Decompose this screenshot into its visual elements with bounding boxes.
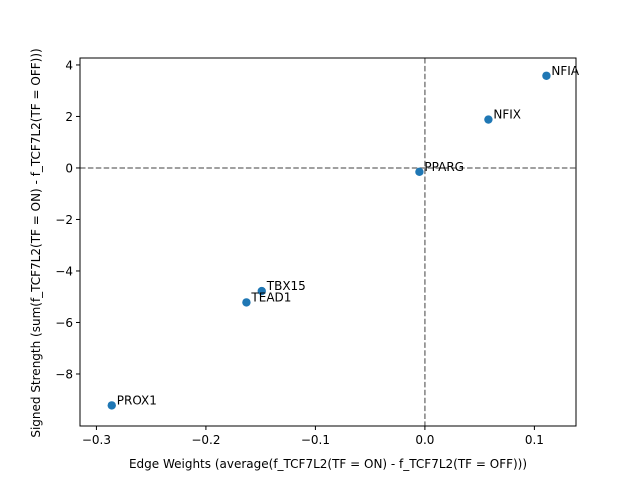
y-tick-label: −6	[55, 316, 73, 330]
x-tick-label: 0.0	[415, 433, 434, 447]
data-point	[415, 167, 424, 177]
y-tick-label: −8	[55, 367, 73, 381]
data-point	[484, 115, 493, 124]
y-axis-ticks: −8 −6 −4 −2 0 2 4	[55, 58, 80, 381]
data-point	[542, 71, 551, 80]
point-label: PROX1	[117, 393, 157, 407]
x-tick-label: −0.3	[82, 433, 111, 447]
plot-frame	[79, 57, 577, 427]
y-tick-label: 4	[65, 58, 73, 72]
point-label: TBX15	[266, 279, 306, 293]
y-tick-label: 0	[65, 161, 73, 175]
point-label: PPARG	[424, 160, 464, 174]
data-point	[257, 286, 266, 296]
point-label: NFIX	[493, 108, 521, 122]
point-label: TEAD1	[250, 290, 291, 304]
x-tick-label: −0.1	[301, 433, 330, 447]
point-label: NFIA	[551, 64, 579, 78]
data-points	[107, 71, 551, 410]
x-tick-label: −0.2	[191, 433, 220, 447]
reference-lines	[80, 58, 576, 426]
x-tick-label: 0.1	[525, 433, 544, 447]
x-axis-label: Edge Weights (average(f_TCF7L2(TF = ON) …	[129, 457, 527, 471]
x-axis-ticks: −0.3 −0.2 −0.1 0.0 0.1	[82, 426, 544, 447]
data-point	[107, 401, 116, 410]
y-tick-label: −2	[55, 213, 73, 227]
data-point	[242, 298, 251, 307]
y-tick-label: −4	[55, 264, 73, 278]
y-tick-label: 2	[65, 110, 73, 124]
y-axis-label: Signed Strength (sum(f_TCF7L2(TF = ON) -…	[29, 48, 43, 437]
